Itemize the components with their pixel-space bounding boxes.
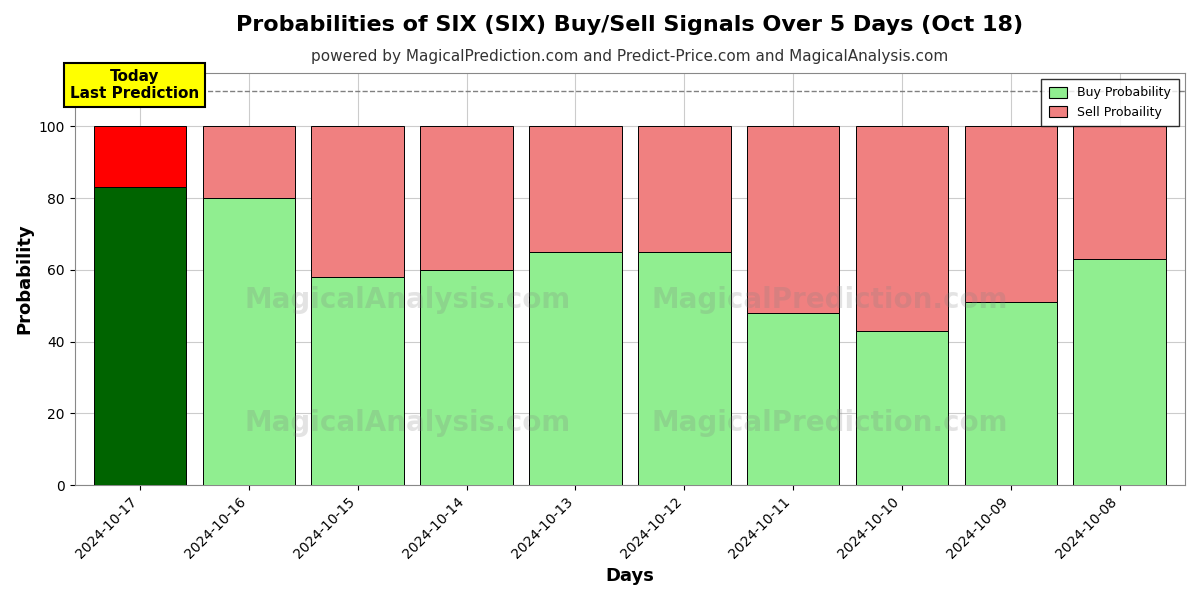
Bar — [420, 270, 512, 485]
Bar — [856, 331, 948, 485]
Title: Probabilities of SIX (SIX) Buy/Sell Signals Over 5 Days (Oct 18): Probabilities of SIX (SIX) Buy/Sell Sign… — [236, 15, 1024, 35]
Bar — [1074, 127, 1166, 259]
Bar — [965, 127, 1057, 302]
Bar — [746, 313, 839, 485]
Text: Today
Last Prediction: Today Last Prediction — [70, 69, 199, 101]
Bar — [94, 127, 186, 187]
Bar — [529, 252, 622, 485]
Bar — [529, 127, 622, 252]
Text: powered by MagicalPrediction.com and Predict-Price.com and MagicalAnalysis.com: powered by MagicalPrediction.com and Pre… — [311, 49, 948, 64]
Text: MagicalAnalysis.com: MagicalAnalysis.com — [245, 409, 571, 437]
Text: MagicalPrediction.com: MagicalPrediction.com — [652, 286, 1008, 314]
Text: MagicalPrediction.com: MagicalPrediction.com — [652, 409, 1008, 437]
Legend: Buy Probability, Sell Probaility: Buy Probability, Sell Probaility — [1042, 79, 1178, 126]
Bar — [856, 127, 948, 331]
Bar — [746, 127, 839, 313]
Bar — [965, 302, 1057, 485]
Bar — [312, 277, 404, 485]
Bar — [1074, 259, 1166, 485]
Bar — [312, 127, 404, 277]
Bar — [94, 187, 186, 485]
Bar — [420, 127, 512, 270]
X-axis label: Days: Days — [605, 567, 654, 585]
Y-axis label: Probability: Probability — [16, 224, 34, 334]
Bar — [638, 127, 731, 252]
Bar — [203, 198, 295, 485]
Bar — [638, 252, 731, 485]
Text: MagicalAnalysis.com: MagicalAnalysis.com — [245, 286, 571, 314]
Bar — [203, 127, 295, 198]
